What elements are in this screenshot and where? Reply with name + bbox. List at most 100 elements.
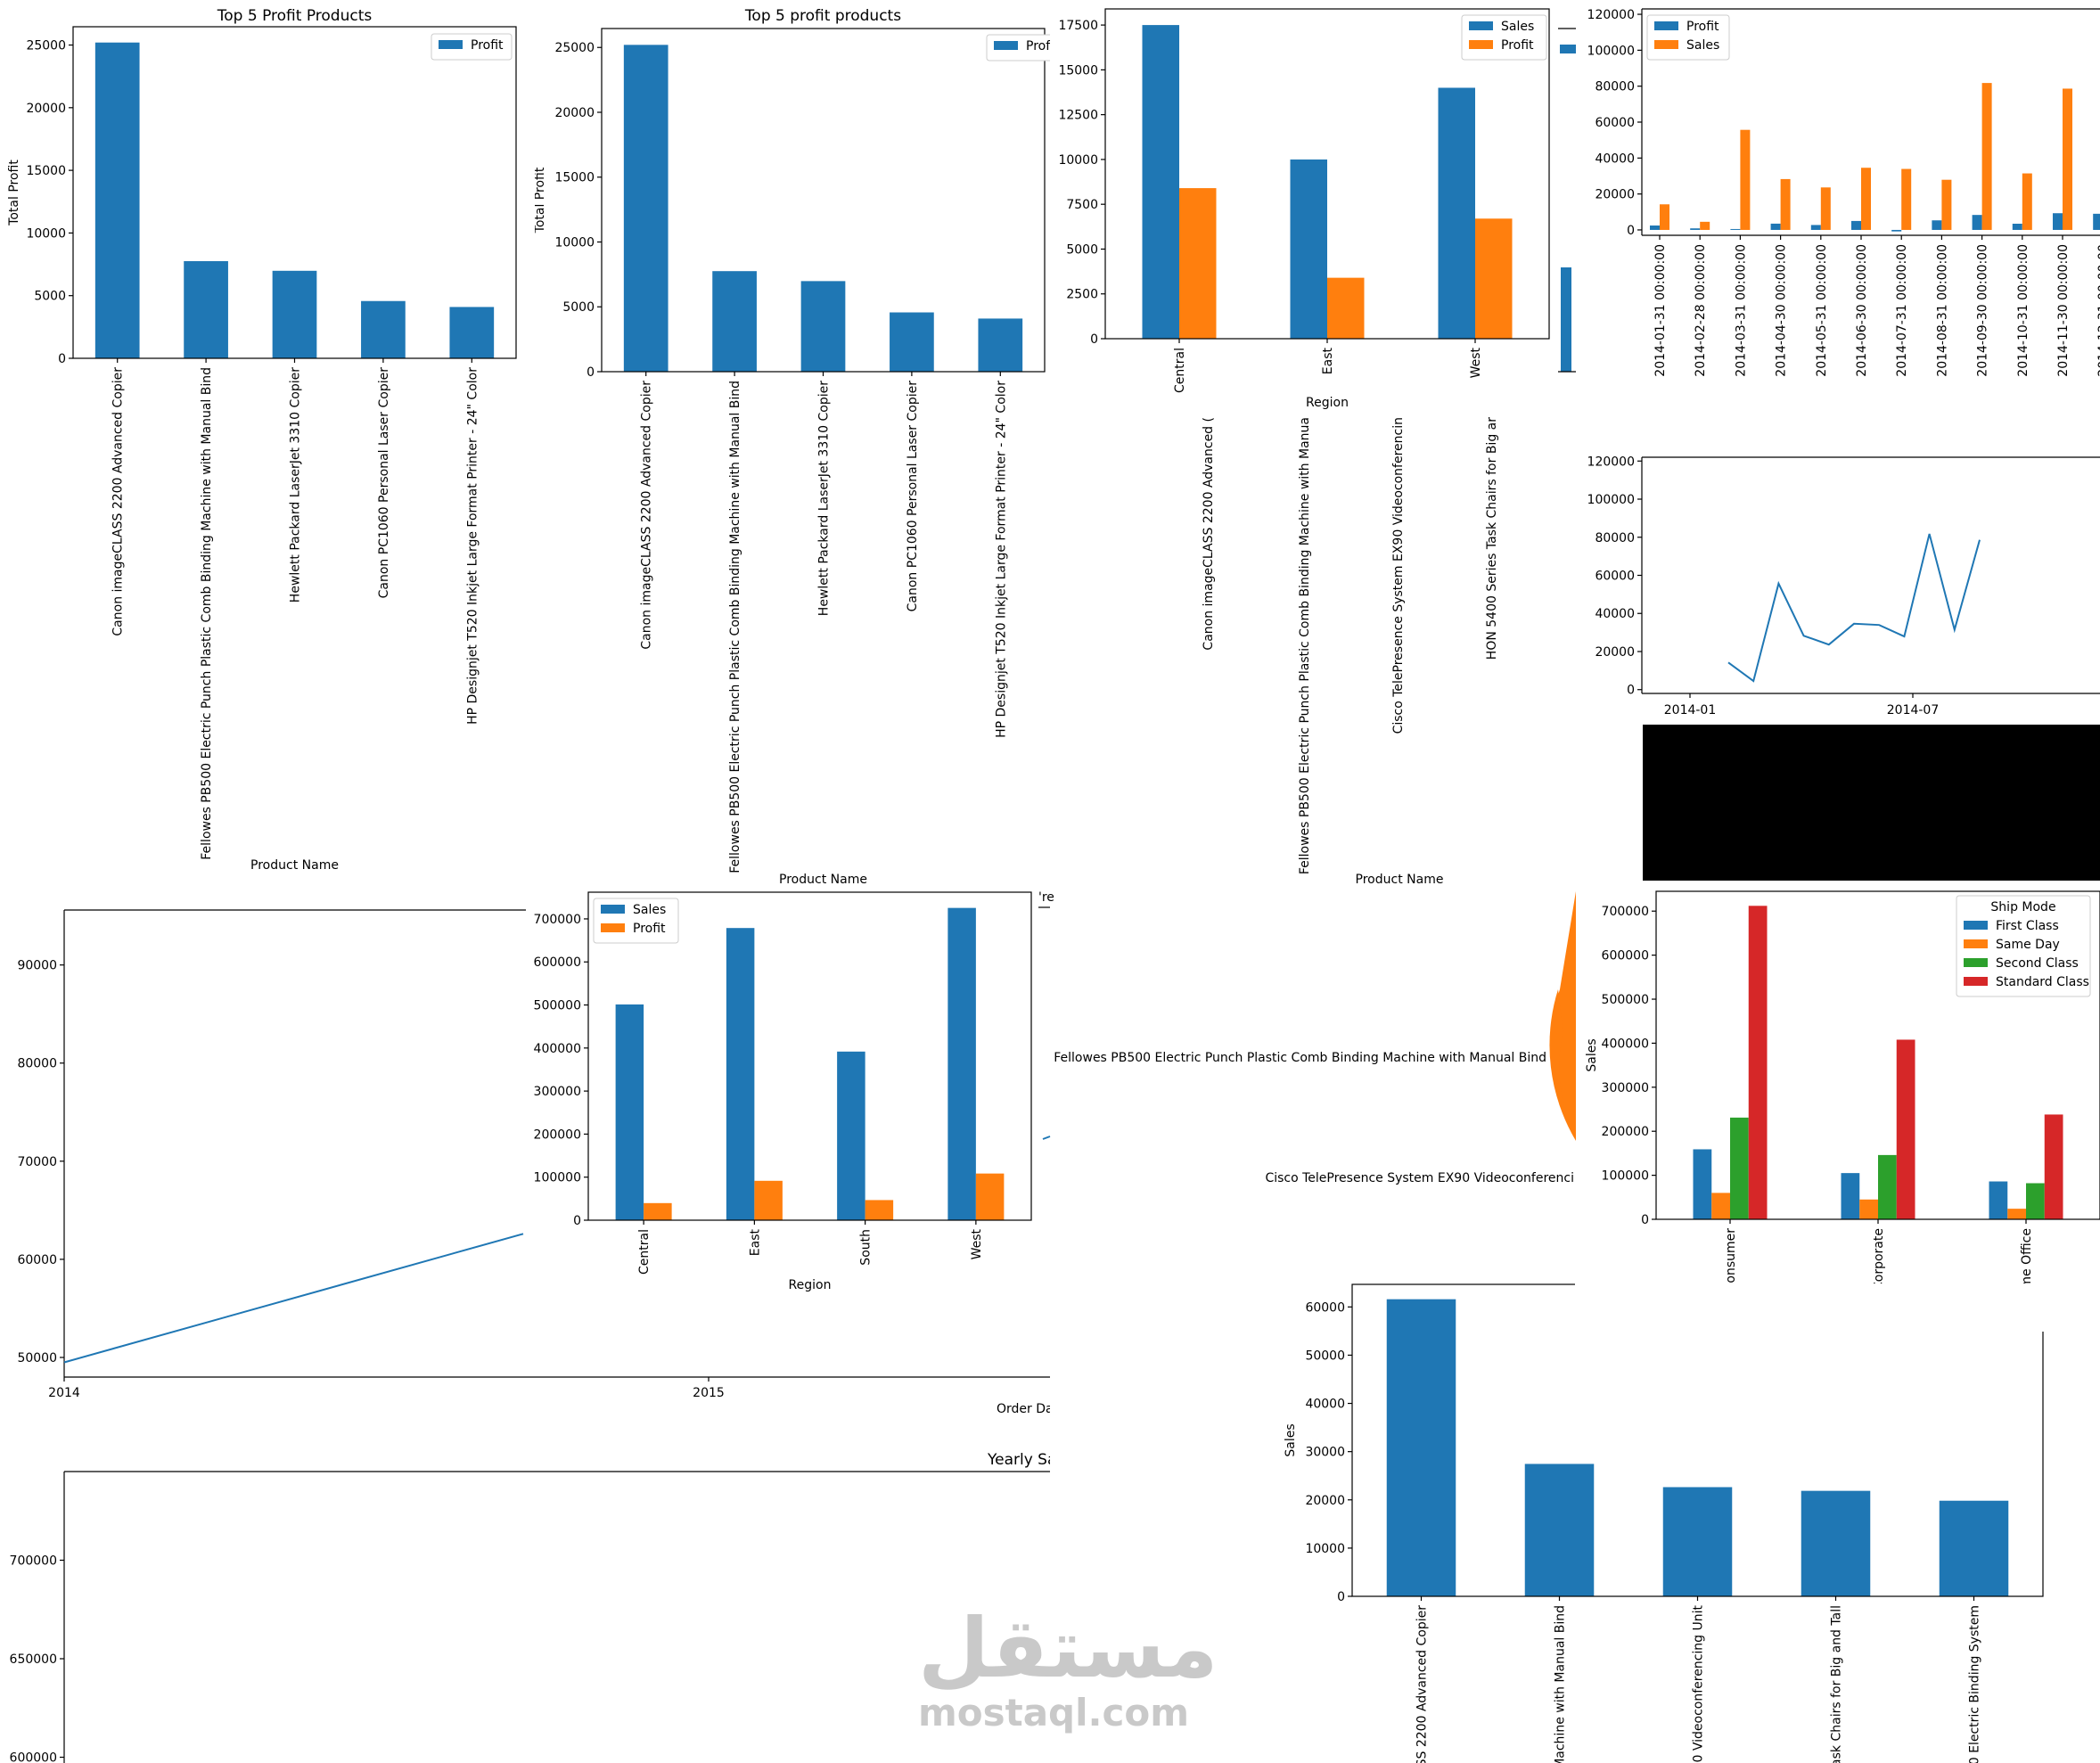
region-sales-profit-small-ytick-label-0: 0: [1090, 332, 1098, 347]
region-sales-profit-small-bar-profit-0: [1179, 188, 1217, 339]
region-sales-profit-small-bar-profit-1: [1327, 277, 1365, 339]
top5-profit-a-ytick-label-1: 5000: [34, 290, 66, 304]
region-sales-profit-large-bar-sales-0: [615, 1004, 644, 1220]
clip-f-group: 50000 60000 70000 80000 90000 2014 2015 Order D…: [17, 909, 1050, 1416]
segment-shipmode-sales-bar-second-class-1: [1878, 1154, 1897, 1219]
monthly-profit-sales-xtick-label-8: 2014-09-30 00:00:00: [1976, 244, 1990, 377]
pie-neighbor-text: 're: [1038, 890, 1054, 905]
monthly-profit-sales-bar-profit-4: [1810, 225, 1821, 230]
clip-d-group: 0 20000 40000 60000 80000 100000 120000 2014-01…: [1587, 8, 2100, 377]
monthly-profit-sales-bar-sales-3: [1780, 178, 1791, 230]
watermark-latin: mostaql.com: [918, 1691, 1189, 1734]
watermark-arabic: مستقل: [918, 1601, 1218, 1696]
behind-product-label-3: HON 5400 Series Task Chairs for Big ar: [1485, 417, 1499, 660]
region-sales-profit-small-ytick-label-6: 15000: [1058, 63, 1098, 78]
monthly-profit-sales-bar-profit-8: [1972, 215, 1982, 230]
product-sales-bars-xtick-label-2: 0 Videoconferencing Unit: [1692, 1604, 1706, 1762]
monthly-profit-sales-bar-profit-6: [1891, 229, 1902, 232]
monthly-sales-line-ytick-label-1: 20000: [1595, 645, 1635, 660]
top5-profit-b-xtick-label-2: Hewlett Packard LaserJet 3310 Copier: [817, 381, 832, 616]
region-sales-profit-large-ytick-label-2: 200000: [534, 1128, 581, 1142]
behind-product-label-1: Fellowes PB500 Electric Punch Plastic Co…: [1298, 417, 1312, 874]
segment-shipmode-sales-ytick-label-2: 200000: [1602, 1125, 1649, 1139]
top5-profit-b-ytick-label-3: 15000: [554, 171, 595, 185]
top5-profit-a-bar-profit-3: [361, 300, 406, 358]
top5-profit-b-ytick-label-0: 0: [587, 365, 595, 380]
region-sales-profit-large-xtick-label-1: East: [748, 1229, 762, 1257]
product-sales-bars-ytick-label-1: 10000: [1305, 1542, 1345, 1556]
region-sales-profit-large-xtick-label-2: South: [859, 1229, 874, 1266]
region-sales-profit-small-bar-profit-2: [1475, 218, 1513, 339]
monthly-profit-sales-xtick-label-0: 2014-01-31 00:00:00: [1653, 244, 1668, 377]
product-sales-bars-ytick-label-3: 30000: [1305, 1446, 1345, 1460]
monthly-profit-sales-bar-sales-2: [1740, 129, 1751, 230]
product-sales-bars-ytick-label-2: 20000: [1305, 1494, 1345, 1508]
segment-shipmode-sales-legend-swatch-3: [1964, 977, 1988, 986]
region-sales-profit-small-ytick-label-5: 12500: [1058, 109, 1098, 123]
segment-shipmode-sales-bar-first-class-1: [1841, 1173, 1860, 1219]
monthly-sales-line-ytick-label-5: 100000: [1587, 493, 1635, 507]
top5-profit-a-legend-label-0: Profit: [471, 38, 504, 53]
top5-profit-a-xtick-label-1: Fellowes PB500 Electric Punch Plastic Co…: [200, 367, 214, 860]
monthly-sales-line-ytick-label-4: 80000: [1595, 531, 1635, 545]
black-panel: [1643, 725, 2100, 881]
chart-j-top-mask: [1576, 1283, 2100, 1332]
clip-c-group: 0 2500 5000 7500 10000 12500 15000 17500 Central…: [1058, 8, 1576, 887]
chart-b-xlabel: Product Name: [779, 873, 867, 887]
top5-profit-b-xtick-label-0: Canon imageCLASS 2200 Advanced Copier: [640, 381, 654, 650]
monthly-profit-sales-xtick-label-6: 2014-07-31 00:00:00: [1895, 244, 1909, 377]
monthly-profit-sales-bar-sales-6: [1901, 168, 1912, 230]
top5-profit-b-xtick-label-4: HP Designjet T520 Inkjet Large Format Pr…: [994, 381, 1008, 738]
behind-product-xlabel: Product Name: [1356, 873, 1444, 887]
yearly-sales-bottom-ytick-label-0: 600000: [10, 1751, 57, 1763]
chart-c-xlabel: Region: [1306, 396, 1349, 410]
region-sales-profit-large-ytick-label-7: 700000: [534, 913, 581, 927]
monthly-profit-sales-bar-profit-3: [1770, 223, 1781, 230]
monthly-sales-line-ytick-label-0: 0: [1627, 684, 1635, 698]
segment-shipmode-sales-ytick-label-4: 400000: [1602, 1037, 1649, 1051]
top5-profit-a-ytick-label-3: 15000: [26, 164, 66, 178]
monthly-profit-sales-bar-profit-7: [1932, 220, 1942, 230]
chart-j-ylabel: Sales: [1284, 1423, 1298, 1456]
monthly-profit-sales-xtick-label-7: 2014-08-31 00:00:00: [1935, 244, 1949, 377]
segment-shipmode-sales-bar-first-class-0: [1693, 1149, 1712, 1219]
top5-profit-b-legend-label-0: Profit: [1026, 39, 1059, 53]
segment-shipmode-sales-legend-label-3: Standard Class: [1996, 975, 2089, 989]
region-sales-profit-large-ytick-label-0: 0: [573, 1214, 581, 1228]
monthly-sales-line-ytick-label-2: 40000: [1595, 607, 1635, 621]
top5-profit-b-ytick-label-5: 25000: [554, 41, 595, 55]
pie-label-0: Fellowes PB500 Electric Punch Plastic Co…: [1054, 1051, 1546, 1065]
monthly-profit-sales-bar-profit-9: [2012, 224, 2022, 230]
pie-slice-orange-visible: [1559, 1002, 1576, 1132]
monthly-profit-sales-bar-sales-1: [1700, 221, 1710, 230]
yearly-sales-line-ytick-label-3: 80000: [17, 1057, 57, 1071]
top5-profit-b-xtick-label-3: Canon PC1060 Personal Laser Copier: [906, 381, 920, 612]
segment-shipmode-sales-bar-same-day-0: [1711, 1193, 1730, 1219]
region-sales-profit-large-bar-profit-1: [754, 1180, 783, 1220]
yearly-sales-line-ytick-label-2: 70000: [17, 1155, 57, 1169]
monthly-profit-sales-legend-swatch-1: [1654, 40, 1678, 49]
segment-shipmode-sales-legend-title: Ship Mode: [1990, 900, 2055, 914]
region-sales-profit-large-legend-swatch-0: [601, 905, 625, 914]
monthly-sales-line-xtick-label-1: 2014-07: [1887, 703, 1940, 718]
product-sales-bars-bar-sales-4: [1939, 1500, 2009, 1596]
segment-shipmode-sales-legend-label-1: Same Day: [1996, 938, 2060, 952]
region-sales-profit-large-ytick-label-4: 400000: [534, 1042, 581, 1056]
top5-profit-b-legend-swatch-0: [994, 41, 1018, 50]
chart-c-neighbor-legend-swatch: [1560, 45, 1576, 53]
monthly-profit-sales-xtick-label-10: 2014-11-30 00:00:00: [2056, 244, 2071, 377]
segment-shipmode-sales-xtick-label-0: Consumer: [1724, 1228, 1738, 1292]
clip-h-group: 're: [1038, 890, 1576, 1141]
chart-b-ylabel: Total Profit: [533, 167, 547, 234]
clip-j-group: 0 10000 20000 30000 40000 50000 60000 SS 2200 A…: [1284, 1283, 2100, 1763]
monthly-profit-sales-bar-profit-2: [1730, 228, 1741, 230]
segment-shipmode-sales-bar-standard-class-2: [2044, 1114, 2063, 1219]
top5-profit-a-bar-profit-0: [94, 42, 140, 358]
monthly-profit-sales-ytick-label-3: 60000: [1595, 116, 1635, 130]
segment-shipmode-sales-ytick-label-6: 600000: [1602, 949, 1649, 964]
region-sales-profit-small-legend-swatch-0: [1469, 21, 1493, 30]
monthly-profit-sales-xtick-label-4: 2014-05-31 00:00:00: [1815, 244, 1829, 377]
region-sales-profit-large-ytick-label-1: 100000: [534, 1171, 581, 1185]
clip-j2-group: [1576, 1283, 2100, 1332]
product-sales-bars-xtick-label-4: 0 Electric Binding System: [1968, 1605, 1982, 1763]
